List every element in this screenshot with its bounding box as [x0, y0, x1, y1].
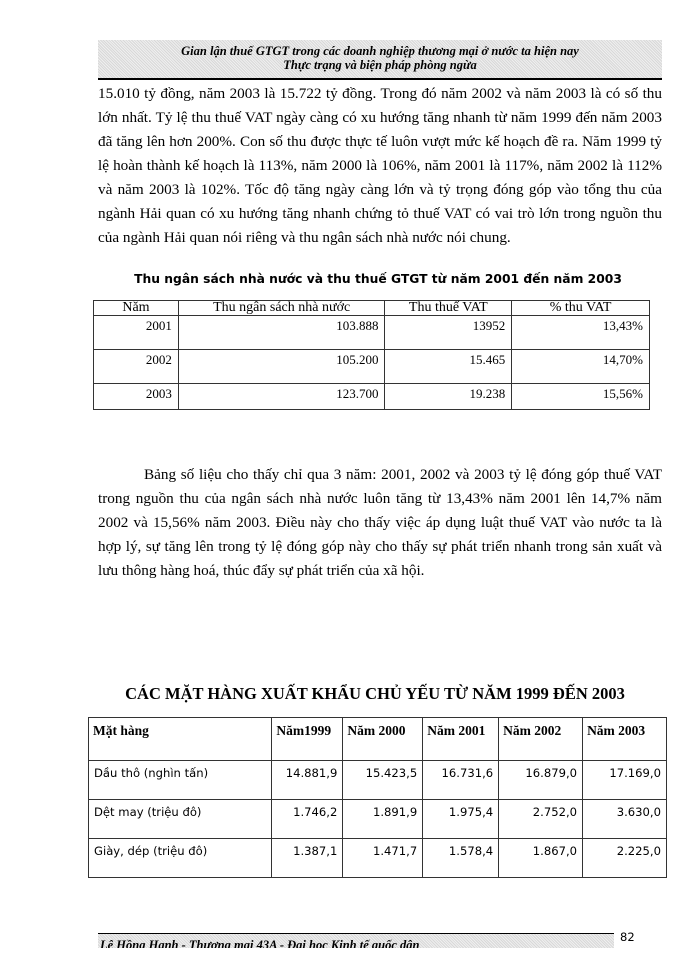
table-row: 2002 105.200 15.465 14,70% [93, 349, 650, 384]
table-cell: 16.879,0 [498, 760, 584, 800]
column-header: Thu ngân sách nhà nước [177, 300, 386, 316]
header-line-2: Thực trạng và biện pháp phòng ngừa [283, 58, 477, 72]
table-header-row: Mặt hàng Năm1999 Năm 2000 Năm 2001 Năm 2… [87, 717, 667, 761]
page-number: 82 [620, 930, 635, 944]
table-cell: 13952 [384, 315, 513, 350]
table-cell: 123.700 [177, 383, 386, 410]
table-cell: 19.238 [384, 383, 513, 410]
table-cell: 1.867,0 [498, 838, 584, 878]
column-header: % thu VAT [511, 300, 650, 316]
column-header: Năm 2002 [498, 717, 584, 761]
budget-vat-table: Năm Thu ngân sách nhà nước Thu thuế VAT … [93, 300, 650, 410]
paragraph-2: Bảng số liệu cho thấy chỉ qua 3 năm: 200… [98, 466, 662, 579]
table-cell: 14,70% [511, 349, 650, 384]
header-line-1: Gian lận thuế GTGT trong các doanh nghiệ… [181, 44, 579, 58]
table-cell: 15,56% [511, 383, 650, 410]
table-cell: 14.881,9 [271, 760, 344, 800]
row-label: Dầu thô (nghìn tấn) [87, 760, 273, 800]
table-cell: 1.578,4 [422, 838, 500, 878]
table-header-row: Năm Thu ngân sách nhà nước Thu thuế VAT … [93, 300, 650, 316]
row-label: Giày, dép (triệu đô) [87, 838, 273, 878]
paragraph-1: 15.010 tỷ đồng, năm 2003 là 15.722 tỷ đồ… [98, 85, 662, 246]
table-cell: 2.752,0 [498, 799, 584, 839]
table-cell: 15.423,5 [342, 760, 424, 800]
column-header: Mặt hàng [87, 717, 273, 761]
row-label: Dệt may (triệu đô) [87, 799, 273, 839]
table-cell: 3.630,0 [582, 799, 667, 839]
table-cell: 2002 [93, 349, 179, 384]
table2-title: CÁC MẶT HÀNG XUẤT KHẨU CHỦ YẾU TỪ NĂM 19… [125, 684, 625, 703]
exports-table: Mặt hàng Năm1999 Năm 2000 Năm 2001 Năm 2… [87, 717, 667, 878]
table-cell: 1.387,1 [271, 838, 344, 878]
table-cell: 103.888 [177, 315, 386, 350]
table-cell: 2003 [93, 383, 179, 410]
column-header: Năm 2001 [422, 717, 500, 761]
running-header: Gian lận thuế GTGT trong các doanh nghiệ… [98, 40, 662, 80]
table-row: 2001 103.888 13952 13,43% [93, 315, 650, 350]
table-cell: 17.169,0 [582, 760, 667, 800]
table-cell: 13,43% [511, 315, 650, 350]
table-row: Dầu thô (nghìn tấn) 14.881,9 15.423,5 16… [87, 760, 667, 800]
table-cell: 105.200 [177, 349, 386, 384]
table-row: 2003 123.700 19.238 15,56% [93, 383, 650, 410]
column-header: Thu thuế VAT [384, 300, 513, 316]
running-footer: Lê Hồng Hạnh - Thương mại 43A - Đại học … [98, 933, 614, 948]
table-row: Dệt may (triệu đô) 1.746,2 1.891,9 1.975… [87, 799, 667, 839]
column-header: Năm1999 [271, 717, 344, 761]
table-cell: 1.746,2 [271, 799, 344, 839]
table-row: Giày, dép (triệu đô) 1.387,1 1.471,7 1.5… [87, 838, 667, 878]
column-header: Năm 2003 [582, 717, 667, 761]
table-cell: 2.225,0 [582, 838, 667, 878]
table-cell: 1.471,7 [342, 838, 424, 878]
column-header: Năm [93, 300, 179, 316]
table-cell: 1.975,4 [422, 799, 500, 839]
column-header: Năm 2000 [342, 717, 424, 761]
table-cell: 2001 [93, 315, 179, 350]
table1-title: Thu ngân sách nhà nước và thu thuế GTGT … [134, 272, 622, 286]
table-cell: 1.891,9 [342, 799, 424, 839]
table-cell: 15.465 [384, 349, 513, 384]
table-cell: 16.731,6 [422, 760, 500, 800]
